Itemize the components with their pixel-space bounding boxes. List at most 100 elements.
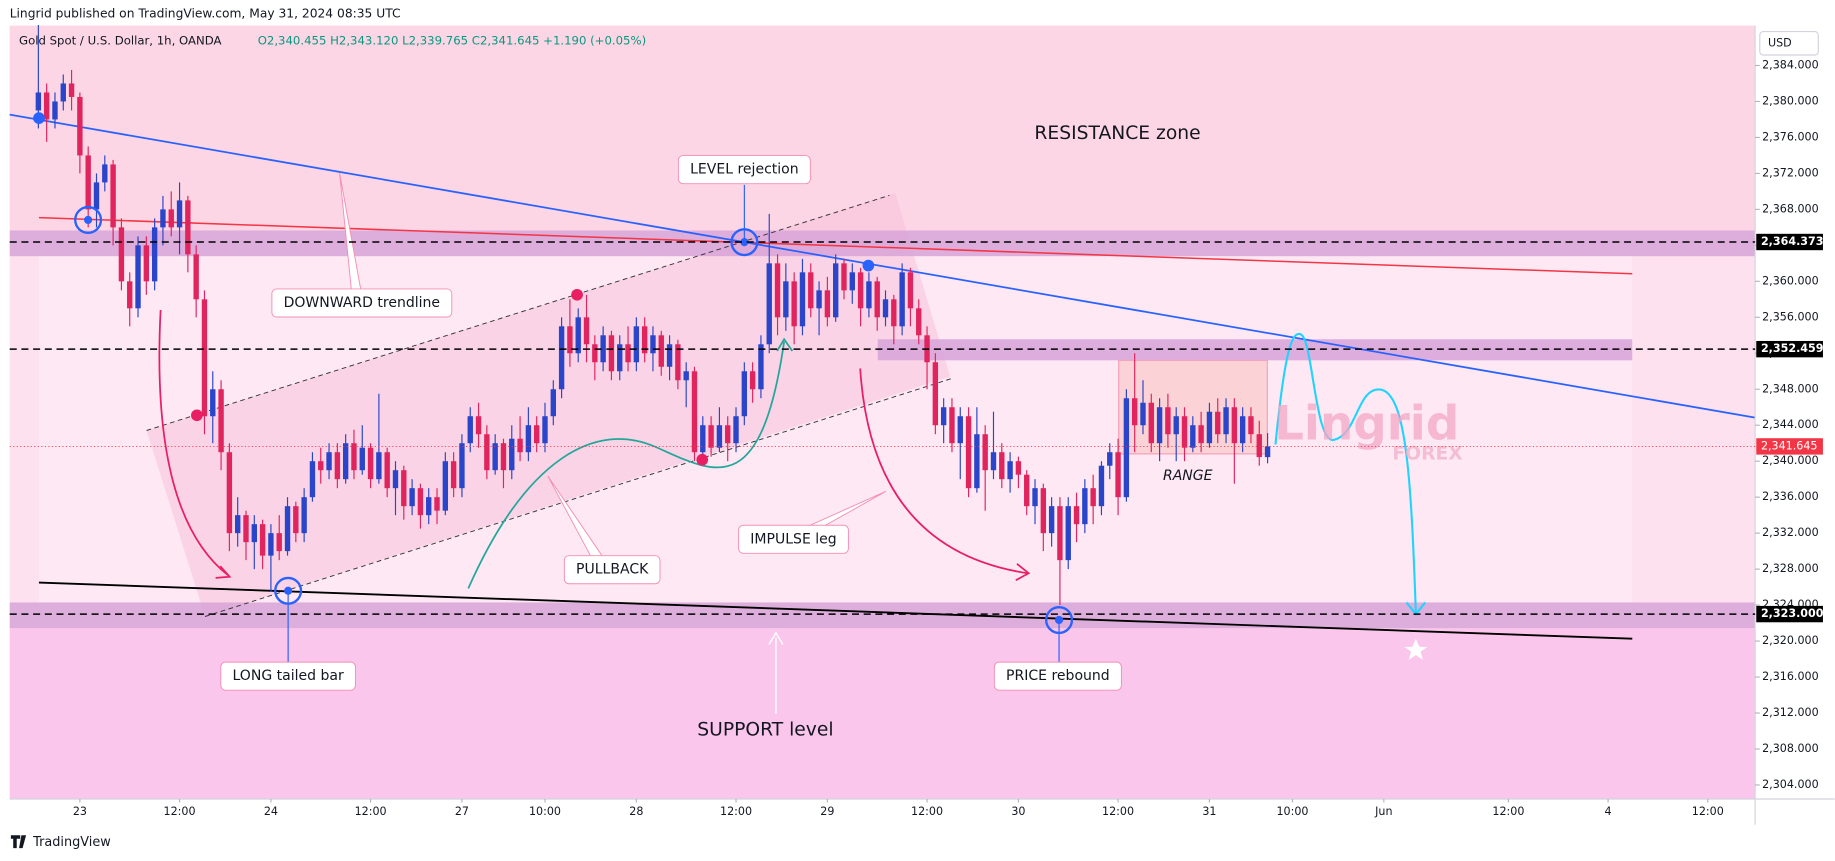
candle-body: [259, 524, 266, 556]
candle-body: [517, 438, 523, 453]
candle-body: [251, 524, 257, 543]
candle-body: [417, 488, 424, 516]
candle-body: [949, 407, 955, 444]
candle-body: [218, 389, 224, 453]
dot: [862, 259, 875, 272]
candle-body: [525, 425, 532, 453]
y-tick-label: 2,304.000: [1762, 778, 1819, 791]
x-tick-label: 12:00: [720, 805, 752, 818]
resistance-area: [9, 25, 1756, 231]
ohlc: O2,340.455 H2,343.120 L2,339.765 C2,341.…: [258, 33, 646, 47]
level-label-box: [1756, 233, 1823, 251]
dot: [696, 453, 709, 466]
candle-body: [708, 425, 714, 448]
callout-box: [563, 555, 661, 585]
callout: PULLBACK: [576, 562, 649, 578]
candle-body: [957, 416, 963, 444]
candle-body: [899, 272, 905, 327]
candle-body: [733, 416, 739, 444]
candle-body: [816, 290, 822, 309]
candle-body: [243, 515, 249, 543]
candles: [35, 25, 1271, 606]
candle-body: [550, 389, 556, 417]
callout: IMPULSE leg: [750, 531, 836, 547]
x-tick-label: 10:00: [1276, 805, 1308, 818]
candle-body: [749, 371, 756, 390]
candle-body: [683, 371, 689, 381]
ring-marker: [74, 205, 103, 234]
candle-body: [43, 92, 50, 120]
x-tick-label: 23: [73, 805, 87, 818]
pink-dots: [191, 288, 709, 466]
candle-body: [334, 452, 341, 480]
y-tick-label: 2,372.000: [1762, 166, 1819, 179]
arrow-curve: [158, 309, 230, 577]
y-tick-label: 2,312.000: [1762, 706, 1819, 719]
x-tick-label: 27: [455, 805, 469, 818]
candle-body: [475, 416, 482, 435]
level-label: 2,323.000: [1761, 607, 1824, 620]
candle-body: [725, 425, 731, 444]
candle-body: [650, 335, 656, 354]
candle-body: [700, 425, 706, 453]
y-tick-label: 2,316.000: [1762, 670, 1819, 683]
candle-body: [974, 434, 980, 489]
candle-body: [824, 290, 831, 318]
candle-body: [600, 335, 606, 363]
star-icon: [1404, 638, 1428, 660]
candle-body: [874, 281, 880, 318]
candle-body: [60, 83, 66, 102]
callout-box: [993, 661, 1122, 691]
time-axis: [9, 798, 1756, 825]
y-tick-label: 2,332.000: [1762, 526, 1819, 539]
candle-body: [575, 317, 581, 354]
blue-trendline: [9, 113, 1756, 419]
y-tick-label: 2,376.000: [1762, 130, 1819, 143]
y-tick-label: 2,356.000: [1762, 310, 1819, 323]
x-tick-label: 12:00: [1102, 805, 1134, 818]
dot: [83, 215, 93, 225]
candle-body: [1148, 402, 1154, 444]
candle-body: [932, 362, 939, 426]
callout: LONG tailed bar: [233, 668, 344, 684]
candle-body: [558, 326, 565, 390]
candle-body: [450, 461, 457, 489]
candle-body: [716, 425, 723, 448]
candle-body: [1115, 452, 1121, 498]
x-tick-label: 12:00: [355, 805, 387, 818]
y-tick-label: 2,380.000: [1762, 94, 1819, 107]
candle-body: [907, 272, 914, 309]
candle-body: [176, 200, 183, 228]
candle-body: [401, 470, 407, 507]
arrow-head: [1015, 563, 1031, 582]
x-tick-label: Jun: [1374, 805, 1392, 818]
candle-body: [93, 182, 100, 210]
callout-box: [738, 524, 849, 554]
candle-body: [318, 461, 324, 471]
candle-body: [675, 344, 681, 381]
dot: [284, 586, 293, 595]
candle-body: [1264, 446, 1271, 458]
candle-body: [392, 470, 399, 489]
markers: [74, 205, 1074, 635]
candle-body: [1198, 425, 1204, 444]
candle-body: [1181, 416, 1188, 448]
candle-body: [127, 281, 133, 309]
y-tick-label: 2,336.000: [1762, 490, 1819, 503]
candle-body: [999, 452, 1005, 480]
candle-body: [633, 326, 640, 363]
x-tick-label: 29: [820, 805, 834, 818]
candle-body: [384, 452, 390, 489]
y-tick-label: 2,320.000: [1762, 634, 1819, 647]
candle-body: [110, 164, 116, 228]
candle-body: [326, 452, 332, 471]
ring-marker: [730, 228, 759, 257]
candle-body: [1165, 407, 1171, 435]
resistance-band: [9, 230, 1756, 257]
candle-body: [1156, 407, 1163, 444]
candle-body: [52, 101, 58, 120]
candle-body: [151, 227, 158, 282]
candle-body: [1107, 452, 1113, 466]
candle-body: [866, 281, 872, 309]
